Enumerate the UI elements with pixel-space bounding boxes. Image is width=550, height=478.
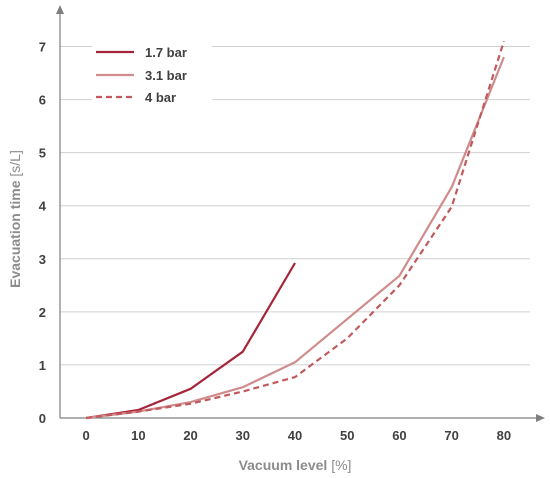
series-line-2 [85, 56, 505, 420]
x-axis-title-text: Vacuum level [239, 457, 332, 473]
y-tick-label: 3 [39, 252, 46, 267]
x-tick-label: 80 [497, 428, 511, 443]
series-lines [85, 40, 505, 420]
x-tick-label: 30 [236, 428, 250, 443]
x-tick-label: 0 [82, 428, 89, 443]
legend-background [92, 65, 212, 85]
y-tick-label: 5 [39, 146, 46, 161]
y-tick-label: 6 [39, 93, 46, 108]
legend-label-2: 3.1 bar [145, 68, 187, 83]
x-tick-label: 50 [340, 428, 354, 443]
y-axis-title-text: Evacuation time [7, 177, 23, 288]
x-tick-label: 20 [183, 428, 197, 443]
y-tick-label: 4 [39, 199, 47, 214]
legend-label-3: 4 bar [145, 90, 176, 105]
y-axis-unit: [s/L] [7, 150, 23, 176]
axes [56, 5, 545, 422]
legend-background [92, 87, 212, 107]
y-tick-label: 1 [39, 358, 46, 373]
y-axis-arrow [56, 5, 64, 14]
x-tick-label: 10 [131, 428, 145, 443]
series-line-3 [85, 40, 505, 420]
x-tick-label: 60 [392, 428, 406, 443]
y-axis-title: Evacuation time [s/L] [7, 150, 23, 288]
x-tick-label: 70 [444, 428, 458, 443]
x-axis-unit: [%] [331, 457, 351, 473]
y-tick-label: 7 [39, 40, 46, 55]
x-axis-arrow [536, 414, 545, 422]
x-axis-title: Vacuum level [%] [239, 457, 352, 473]
axis-titles: Vacuum level [%] Evacuation time [s/L] [7, 150, 351, 473]
legend-background [92, 42, 212, 62]
series-line-1 [85, 262, 296, 420]
legend: 1.7 bar 3.1 bar 4 bar [92, 42, 212, 107]
y-tick-label: 2 [39, 305, 46, 320]
legend-label-1: 1.7 bar [145, 45, 187, 60]
y-tick-label: 0 [39, 411, 46, 426]
x-tick-label: 40 [288, 428, 302, 443]
